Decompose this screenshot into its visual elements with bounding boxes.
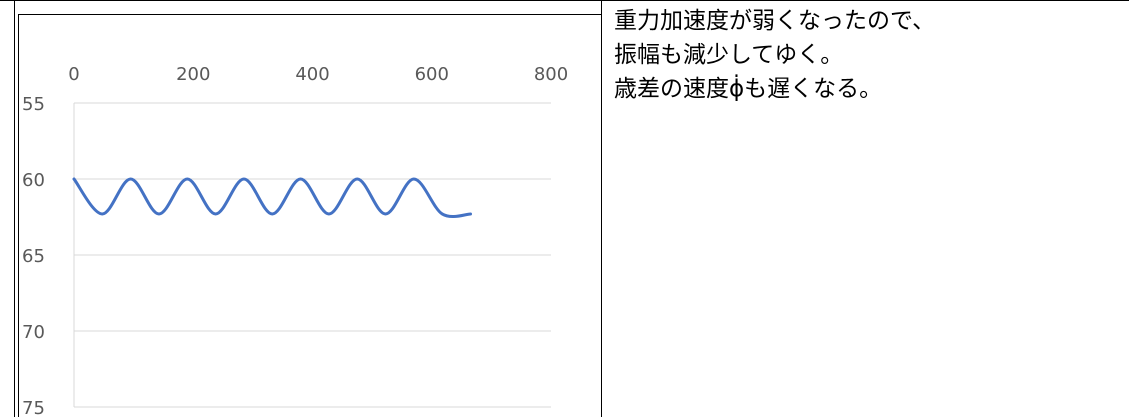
chart-gridlines xyxy=(73,102,551,408)
x-tick-label: 600 xyxy=(415,64,449,85)
x-tick-label: 400 xyxy=(295,64,329,85)
series-line xyxy=(72,177,473,219)
table-inner-left-border xyxy=(18,14,19,417)
table-inner-top-border xyxy=(18,14,601,15)
x-tick-label: 800 xyxy=(534,64,568,85)
table-column-divider xyxy=(601,0,602,417)
note-line: 振幅も減少してゆく。 xyxy=(614,42,844,68)
x-tick-label: 200 xyxy=(176,64,210,85)
y-tick-label: 75 xyxy=(22,398,45,417)
chart-cell: 0 200 400 600 800 55 60 65 70 75 xyxy=(20,14,600,417)
y-tick-label: 65 xyxy=(22,246,45,267)
note-line: 重力加速度が弱くなったので、 xyxy=(614,8,936,34)
notes-cell: 重力加速度が弱くなったので、 振幅も減少してゆく。 歳差の速度ϕ̇も遅くなる。 xyxy=(614,4,1119,404)
x-tick-label: 0 xyxy=(68,64,79,85)
y-tick-label: 70 xyxy=(22,322,45,343)
note-line: 歳差の速度ϕ̇も遅くなる。 xyxy=(614,76,883,102)
y-axis-ticks: 55 60 65 70 75 xyxy=(22,94,45,417)
x-axis-ticks: 0 200 400 600 800 xyxy=(68,64,568,85)
chart: 0 200 400 600 800 55 60 65 70 75 xyxy=(22,64,568,417)
table-left-border xyxy=(14,0,15,417)
y-tick-label: 60 xyxy=(22,170,45,191)
y-tick-label: 55 xyxy=(22,94,45,115)
table-top-border xyxy=(0,0,1129,1)
